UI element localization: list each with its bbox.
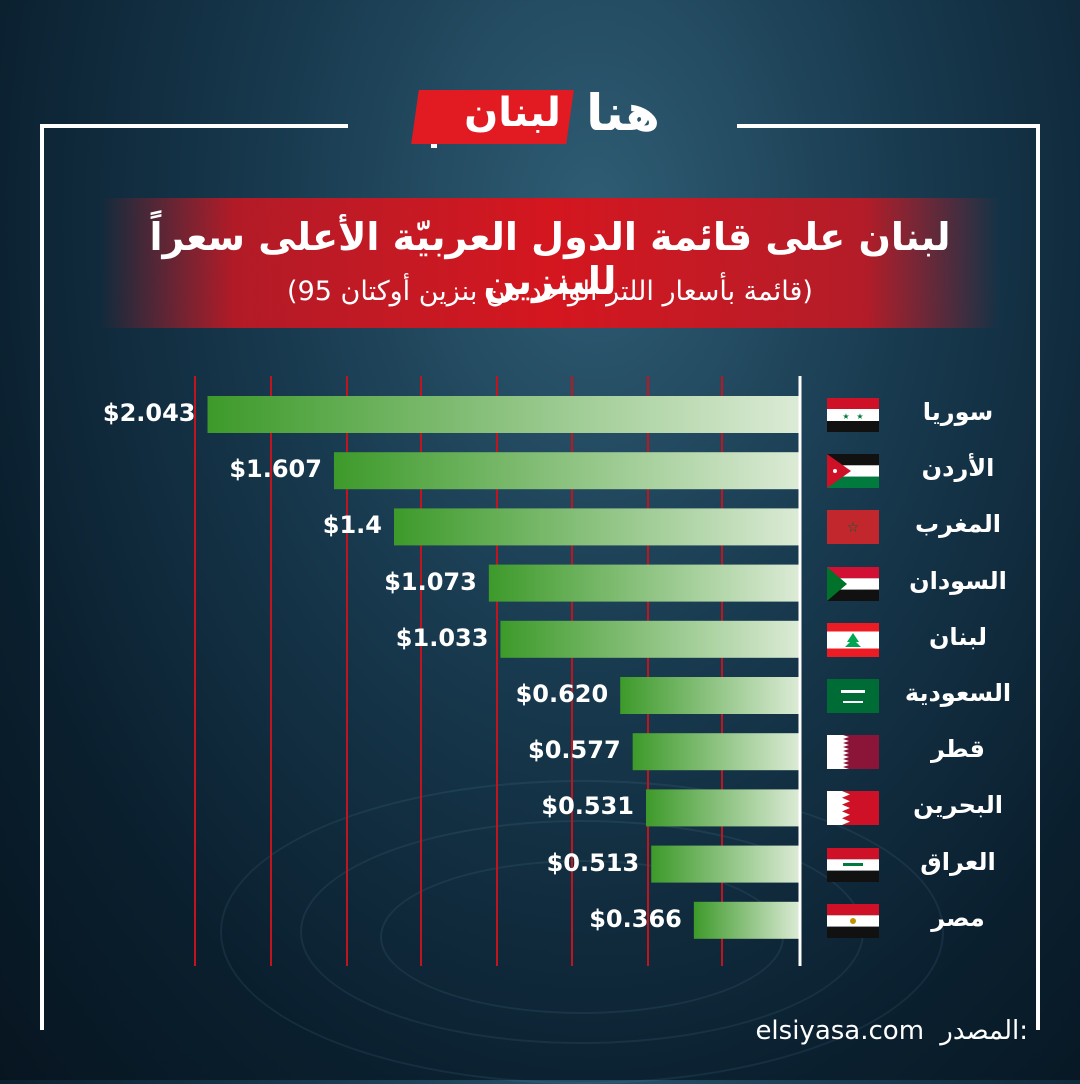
lebanon-flag-icon (827, 622, 879, 657)
country-label: قطر (930, 735, 986, 764)
bar (333, 452, 800, 490)
bar (632, 733, 800, 771)
bar (488, 564, 800, 602)
value-label: $1.4 (322, 511, 382, 540)
value-label: $1.607 (229, 455, 322, 484)
saudi-arabia-flag-icon (827, 679, 879, 713)
country-label: السعودية (904, 679, 1012, 707)
bar (500, 620, 800, 658)
country-label: السودان (909, 566, 1007, 595)
qatar-flag-icon (827, 735, 879, 770)
chart-subtitle: (قائمة بأسعار اللتر الواحد من بنزين أوكت… (287, 276, 813, 307)
brand-logo: لبنان هنا (411, 84, 673, 152)
country-label: البحرين (913, 791, 1003, 820)
value-label: $0.366 (589, 904, 682, 933)
value-label: $1.033 (395, 623, 489, 652)
iraq-flag-icon (827, 847, 879, 882)
value-label: $0.513 (546, 848, 640, 877)
bahrain-flag-icon (827, 791, 879, 826)
svg-text:★: ★ (856, 412, 863, 421)
bar (394, 508, 800, 546)
logo-red-text: لبنان (464, 90, 561, 136)
syria-flag-icon: ★ ★ (827, 398, 879, 432)
country-label: مصر (931, 903, 985, 932)
morocco-flag-icon: ☆ (827, 510, 879, 545)
country-label: سوريا (922, 398, 994, 426)
bar (207, 396, 800, 433)
frame-top-left (40, 124, 348, 128)
source-line: elsiyasa.com المصدر: (747, 1016, 1028, 1046)
chart-title: لبنان على قائمة الدول العربيّة الأعلى سع… (149, 215, 951, 303)
value-label: $1.073 (384, 567, 477, 596)
source-value: elsiyasa.com (755, 1016, 925, 1046)
frame-right (1036, 124, 1040, 1030)
country-label: العراق (920, 847, 996, 876)
frame-top-right (737, 124, 1040, 128)
frame-left (40, 124, 44, 1030)
water-ripple (380, 860, 784, 1014)
sudan-flag-icon (827, 566, 879, 601)
source-label: المصدر: (940, 1016, 1028, 1046)
country-label: الأردن (921, 454, 995, 483)
value-label: $0.531 (541, 792, 634, 821)
svg-text:★: ★ (842, 412, 849, 421)
bar (620, 677, 800, 714)
jordan-flag-icon (827, 454, 879, 489)
egypt-flag-icon (827, 903, 879, 938)
value-label: $2.043 (102, 399, 196, 427)
country-label: المغرب (915, 510, 1001, 539)
value-label: $0.577 (528, 736, 621, 765)
country-label: لبنان (928, 622, 988, 651)
value-label: $0.620 (515, 680, 609, 708)
svg-text:☆: ☆ (847, 520, 860, 536)
title-band (100, 198, 1000, 328)
logo-white-text: هنا (586, 84, 660, 142)
